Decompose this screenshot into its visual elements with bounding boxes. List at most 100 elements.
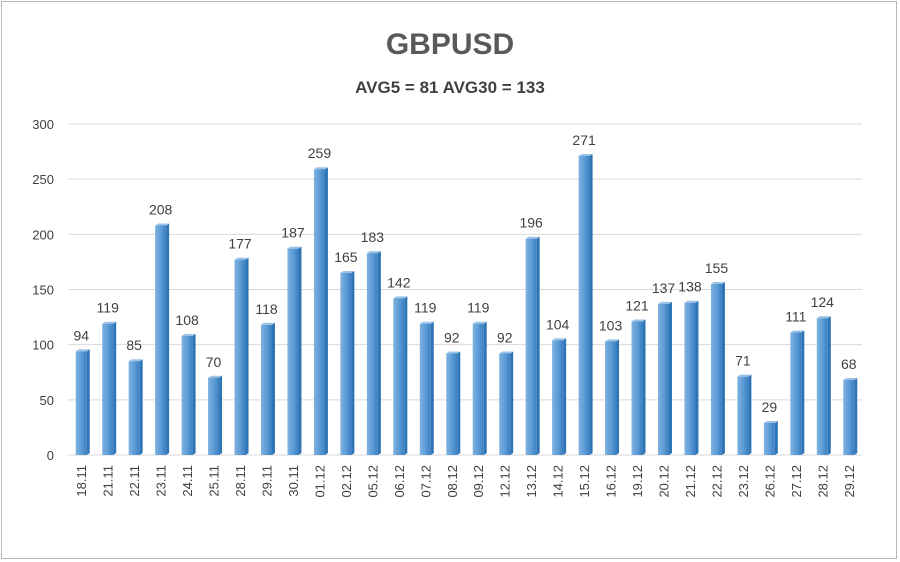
bar-top (181, 333, 196, 336)
bar-side (219, 375, 223, 455)
bar-top (816, 316, 831, 319)
data-label: 70 (206, 354, 222, 370)
y-tick-label: 0 (47, 448, 54, 463)
data-label: 68 (841, 356, 857, 372)
bar-top (287, 246, 302, 249)
x-tick-label: 14.12 (551, 465, 566, 498)
y-tick-label: 100 (32, 338, 54, 353)
bar (155, 225, 167, 455)
bar-side (774, 421, 778, 455)
bar-top (128, 359, 143, 362)
x-tick-label: 02.12 (339, 465, 354, 498)
x-tick-label: 15.12 (577, 465, 592, 498)
y-tick-label: 50 (40, 393, 54, 408)
bar-side (695, 300, 699, 455)
data-label: 137 (652, 280, 676, 296)
x-tick-label: 22.11 (127, 465, 142, 497)
bar (340, 272, 352, 455)
x-tick-label: 29.11 (260, 465, 275, 497)
bar-top (75, 349, 90, 352)
bar (128, 361, 140, 455)
bar (366, 253, 378, 455)
data-label: 271 (572, 132, 596, 148)
bar-side (245, 257, 249, 455)
bar-side (457, 351, 461, 455)
bar-top (472, 321, 487, 324)
bar-top (552, 338, 567, 341)
x-tick-label: 22.12 (709, 465, 724, 498)
bar (181, 335, 193, 455)
data-label: 119 (97, 300, 120, 316)
bar-top (234, 257, 249, 260)
bar (499, 353, 511, 455)
bar (287, 248, 299, 455)
bar (578, 155, 590, 455)
data-label: 118 (255, 301, 278, 317)
bar-side (404, 296, 408, 455)
bar-top (525, 236, 540, 239)
gridlines (68, 123, 862, 456)
bar-top (261, 322, 275, 325)
bar-side (589, 153, 593, 455)
bar-top (605, 339, 620, 342)
bar (75, 351, 87, 455)
data-label: 104 (546, 316, 570, 332)
x-tick-label: 12.12 (498, 465, 513, 498)
x-tick-label: 16.12 (604, 465, 619, 498)
bar-side (642, 319, 646, 455)
bar-top (658, 301, 672, 304)
data-label: 103 (599, 317, 623, 333)
data-label: 208 (149, 202, 173, 218)
chart-title: GBPUSD (385, 28, 515, 61)
bar (234, 259, 246, 455)
x-tick-label: 20.12 (657, 465, 672, 498)
bar (710, 283, 722, 455)
x-tick-label: 18.11 (74, 465, 89, 497)
bar-top (737, 374, 752, 377)
data-label: 71 (735, 353, 751, 369)
bar (763, 423, 775, 455)
y-tick-label: 200 (32, 227, 54, 242)
data-label: 121 (625, 297, 649, 313)
bar-side (139, 359, 143, 455)
bar-side (827, 316, 831, 455)
bar-side (616, 339, 620, 455)
bar-side (854, 377, 858, 455)
x-tick-label: 08.12 (445, 465, 460, 498)
bar (658, 303, 669, 455)
bar-side (669, 301, 672, 455)
bar (790, 332, 802, 455)
data-label: 92 (497, 329, 513, 345)
bar-top (790, 330, 805, 333)
bar-side (748, 374, 752, 455)
bar-top (419, 321, 434, 324)
x-tick-label: 01.12 (312, 465, 327, 498)
bar (552, 340, 564, 455)
bar (472, 323, 484, 455)
data-label: 124 (811, 294, 835, 310)
bar-side (298, 246, 302, 455)
bar (446, 353, 458, 455)
bar-side (377, 251, 381, 455)
bar-side (272, 322, 275, 455)
bar-top (843, 377, 858, 380)
data-label: 92 (444, 329, 460, 345)
bar-side (351, 270, 355, 455)
bar-side (86, 349, 90, 455)
bars (75, 153, 858, 455)
bar-side (430, 321, 434, 455)
y-axis-ticks: 0 50 100 150 200 250 300 (32, 117, 54, 463)
x-tick-label: 13.12 (524, 465, 539, 498)
data-label: 259 (308, 145, 332, 161)
bar (816, 318, 828, 455)
x-tick-label: 23.12 (736, 465, 751, 498)
bar-side (536, 236, 540, 455)
bar (684, 302, 696, 455)
data-label: 187 (281, 225, 305, 241)
bar-top (393, 296, 408, 299)
data-label: 119 (467, 300, 490, 316)
bar (208, 377, 220, 455)
x-axis-ticks: 18.11 21.11 22.11 23.11 24.11 25.11 28.11 29.11… (74, 465, 857, 498)
bar-side (483, 321, 487, 455)
